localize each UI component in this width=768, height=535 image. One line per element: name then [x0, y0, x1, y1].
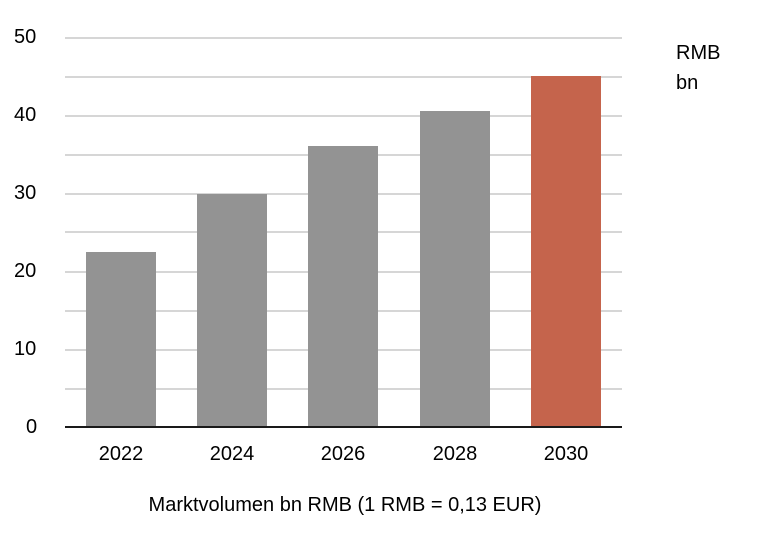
unit-label-line1: RMB: [676, 42, 721, 64]
unit-label-line2: bn: [676, 72, 699, 94]
bar-2026: [308, 146, 378, 427]
gridline: [65, 37, 622, 39]
x-axis-line: [65, 426, 622, 428]
y-tick-30: 30: [14, 182, 37, 204]
bar-2028: [420, 111, 490, 427]
y-tick-20: 20: [14, 260, 37, 282]
x-tick-2030: 2030: [543, 443, 589, 465]
gridline: [65, 115, 622, 117]
y-tick-0: 0: [26, 416, 38, 438]
y-tick-40: 40: [14, 104, 37, 126]
x-axis-title: Marktvolumen bn RMB (1 RMB = 0,13 EUR): [148, 494, 542, 516]
bar-2030: [531, 76, 601, 427]
x-tick-2022: 2022: [98, 443, 144, 465]
y-tick-50: 50: [14, 26, 37, 48]
x-tick-2024: 2024: [209, 443, 255, 465]
gridline: [65, 76, 622, 78]
y-tick-10: 10: [14, 338, 37, 360]
x-tick-2026: 2026: [320, 443, 366, 465]
bar-2024: [197, 194, 267, 427]
x-tick-2028: 2028: [432, 443, 478, 465]
unit-label: RMB bn: [676, 38, 720, 98]
bar-2022: [86, 252, 156, 427]
